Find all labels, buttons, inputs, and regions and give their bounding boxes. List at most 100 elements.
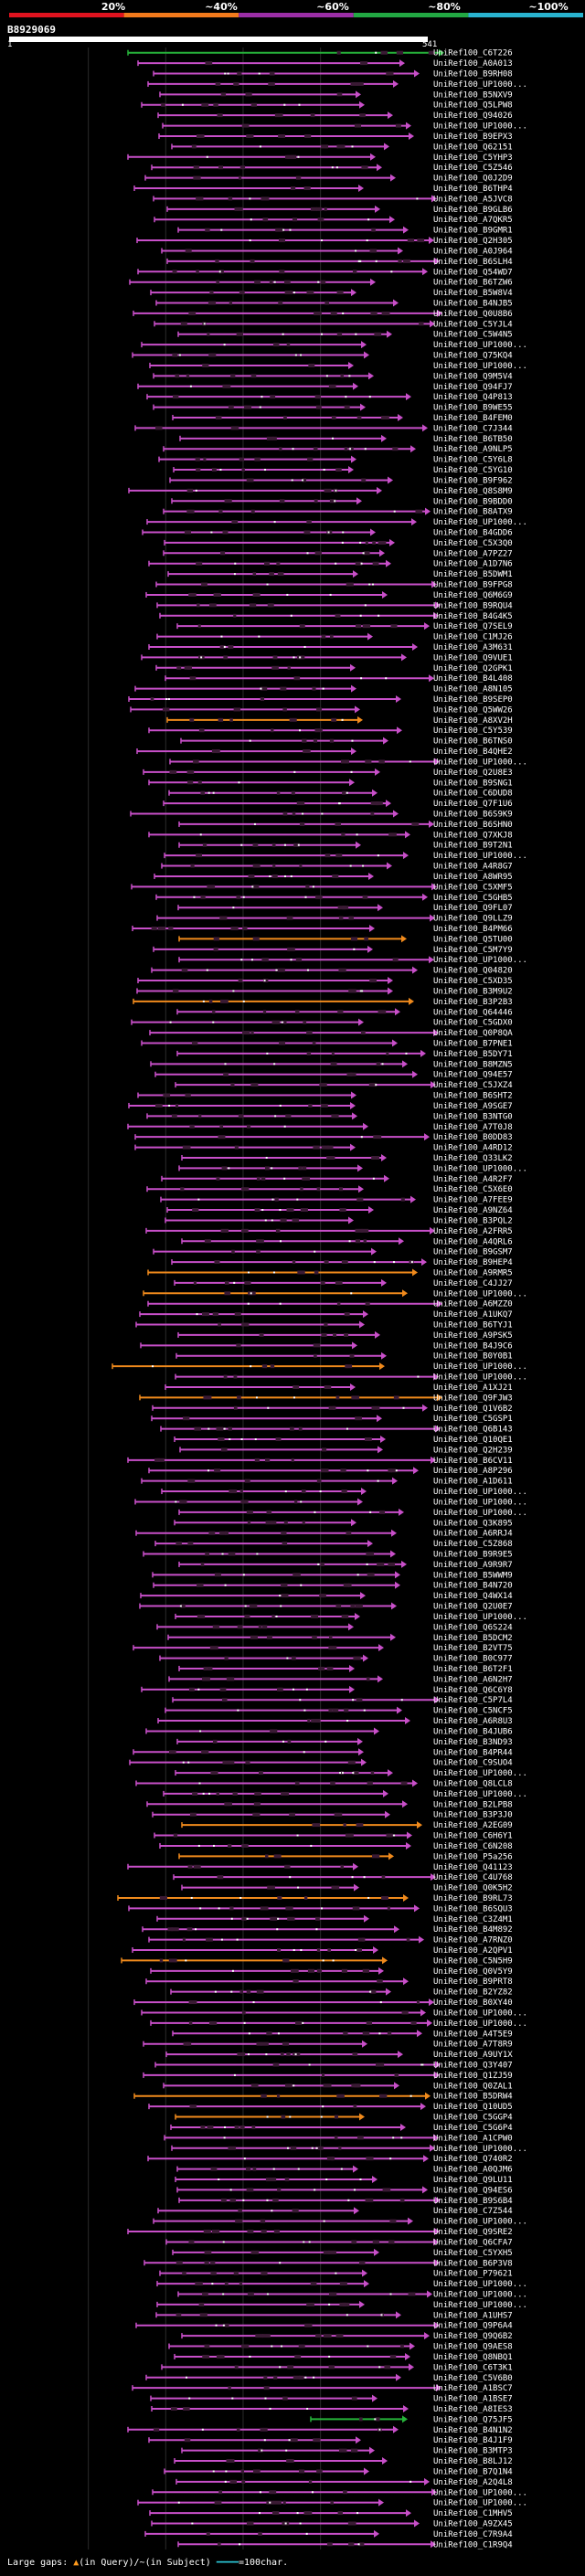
alignment-hit[interactable] (146, 518, 417, 526)
hit-label[interactable]: UniRef100_Q9FL07 (433, 904, 513, 913)
alignment-hit[interactable] (145, 1226, 435, 1235)
alignment-hit[interactable] (161, 2363, 414, 2371)
alignment-hit[interactable] (137, 2498, 384, 2507)
hit-label[interactable]: UniRef100_B9GMR1 (433, 227, 513, 236)
alignment-hit[interactable] (177, 330, 392, 338)
hit-label[interactable]: UniRef100_C7Z544 (433, 2207, 513, 2216)
alignment-hit[interactable] (152, 2488, 437, 2496)
alignment-hit[interactable] (145, 2373, 401, 2381)
hit-label[interactable]: UniRef100_Q94026 (433, 111, 513, 121)
alignment-hit[interactable] (161, 1174, 389, 1182)
hit-label[interactable]: UniRef100_B9S6B4 (433, 2197, 513, 2206)
hit-label[interactable]: UniRef100_B6S9K9 (433, 811, 513, 820)
hit-label[interactable]: UniRef100_B4FEM0 (433, 414, 513, 423)
hit-label[interactable]: UniRef100_A2FRR5 (433, 1227, 513, 1236)
alignment-hit[interactable] (163, 507, 431, 515)
alignment-hit[interactable] (130, 705, 360, 714)
alignment-hit[interactable] (127, 2425, 399, 2433)
hit-label[interactable]: UniRef100_A7T0J8 (433, 1123, 513, 1132)
alignment-hit[interactable] (177, 1330, 380, 1339)
hit-label[interactable]: UniRef100_UP1000... (433, 2019, 527, 2029)
alignment-hit[interactable] (181, 1883, 359, 1892)
alignment-hit[interactable] (129, 1758, 367, 1766)
alignment-hit[interactable] (148, 642, 418, 651)
hit-label[interactable]: UniRef100_Q7F1U6 (433, 800, 513, 809)
alignment-hit[interactable] (166, 257, 440, 265)
hit-label[interactable]: UniRef100_UP1000... (433, 341, 527, 350)
hit-label[interactable]: UniRef100_C5M7Y9 (433, 946, 513, 955)
alignment-hit[interactable] (175, 1612, 360, 1620)
alignment-hit[interactable] (163, 1789, 388, 1797)
hit-label[interactable]: UniRef100_A6N2H7 (433, 1675, 513, 1684)
alignment-hit[interactable] (146, 1800, 408, 1808)
hit-label[interactable]: UniRef100_B6TYJ1 (433, 1321, 513, 1330)
hit-label[interactable]: UniRef100_B4JUB6 (433, 1727, 513, 1736)
alignment-hit[interactable] (133, 1998, 434, 2007)
hit-label[interactable]: UniRef100_C6DUD8 (433, 790, 513, 799)
alignment-hit[interactable] (146, 393, 411, 401)
alignment-hit[interactable] (141, 101, 365, 109)
alignment-hit[interactable] (154, 1540, 373, 1548)
hit-label[interactable]: UniRef100_Q6M6G9 (433, 591, 513, 600)
alignment-hit[interactable] (176, 1737, 363, 1745)
hit-label[interactable]: UniRef100_C5GHB5 (433, 894, 513, 903)
hit-label[interactable]: UniRef100_A9NLP5 (433, 445, 513, 454)
hit-label[interactable]: UniRef100_A7T8R9 (433, 2041, 513, 2050)
alignment-hit[interactable] (175, 1081, 436, 1089)
alignment-hit[interactable] (149, 2509, 411, 2518)
alignment-hit[interactable] (137, 977, 393, 985)
alignment-hit[interactable] (166, 205, 380, 213)
hit-label[interactable]: UniRef100_Q2H239 (433, 1446, 513, 1455)
alignment-hit[interactable] (154, 320, 435, 328)
alignment-hit[interactable] (151, 966, 418, 974)
alignment-hit[interactable] (144, 2529, 379, 2538)
hit-label[interactable]: UniRef100_B6T2F1 (433, 1665, 513, 1674)
alignment-hit[interactable] (157, 2207, 359, 2215)
alignment-hit[interactable] (180, 737, 388, 745)
hit-label[interactable]: UniRef100_A9NZ64 (433, 1206, 513, 1215)
hit-label[interactable]: UniRef100_C6N208 (433, 1842, 513, 1851)
alignment-hit[interactable] (165, 2051, 403, 2059)
alignment-hit[interactable] (133, 997, 414, 1005)
alignment-hit[interactable] (145, 590, 388, 599)
alignment-hit[interactable] (163, 2082, 399, 2090)
alignment-hit[interactable] (117, 1893, 409, 1902)
hit-label[interactable]: UniRef100_Q0U8B6 (433, 310, 513, 319)
alignment-hit[interactable] (150, 2019, 432, 2027)
hit-label[interactable]: UniRef100_A2EG09 (433, 1821, 513, 1830)
hit-label[interactable]: UniRef100_UP1000... (433, 1769, 527, 1778)
hit-label[interactable]: UniRef100_C5P7L4 (433, 1696, 513, 1705)
hit-label[interactable]: UniRef100_Q2U8E3 (433, 769, 513, 778)
alignment-hit[interactable] (172, 1696, 440, 1704)
alignment-hit[interactable] (178, 1508, 404, 1516)
hit-label[interactable]: UniRef100_UP1000... (433, 758, 527, 767)
hit-label[interactable]: UniRef100_B4J1F9 (433, 2436, 513, 2445)
alignment-hit[interactable] (152, 1810, 390, 1818)
hit-label[interactable]: UniRef100_UP1000... (433, 1164, 527, 1173)
hit-label[interactable]: UniRef100_B4PM66 (433, 925, 513, 934)
hit-label[interactable]: UniRef100_B6CV11 (433, 1457, 513, 1466)
hit-label[interactable]: UniRef100_P79621 (433, 2270, 513, 2279)
hit-label[interactable]: UniRef100_B8MZN5 (433, 1060, 513, 1069)
hit-label[interactable]: UniRef100_C5YJL4 (433, 320, 513, 329)
hit-label[interactable]: UniRef100_B0C977 (433, 1655, 513, 1664)
alignment-hit[interactable] (176, 1049, 426, 1057)
alignment-hit[interactable] (154, 1070, 418, 1078)
hit-label[interactable]: UniRef100_B8ATX9 (433, 508, 513, 517)
alignment-hit[interactable] (159, 1841, 411, 1850)
hit-label[interactable]: UniRef100_C5Y6L8 (433, 456, 513, 465)
alignment-hit[interactable] (164, 852, 409, 860)
alignment-hit[interactable] (136, 987, 393, 995)
alignment-hit[interactable] (156, 1914, 369, 1923)
alignment-hit[interactable] (148, 1467, 419, 1475)
alignment-hit[interactable] (150, 1966, 384, 1975)
hit-label[interactable]: UniRef100_B5DCM2 (433, 1634, 513, 1643)
hit-label[interactable]: UniRef100_C1MJ26 (433, 633, 513, 642)
hit-label[interactable]: UniRef100_Q9VUE1 (433, 653, 513, 663)
hit-label[interactable]: UniRef100_C7R9A4 (433, 2530, 513, 2539)
hit-label[interactable]: UniRef100_C3Z4M1 (433, 1915, 513, 1924)
hit-label[interactable]: UniRef100_A6R8U3 (433, 1717, 513, 1726)
hit-label[interactable]: UniRef100_Q75KQ4 (433, 352, 513, 361)
alignment-hit[interactable] (158, 455, 356, 463)
hit-label[interactable]: UniRef100_C1R9Q4 (433, 2540, 513, 2549)
